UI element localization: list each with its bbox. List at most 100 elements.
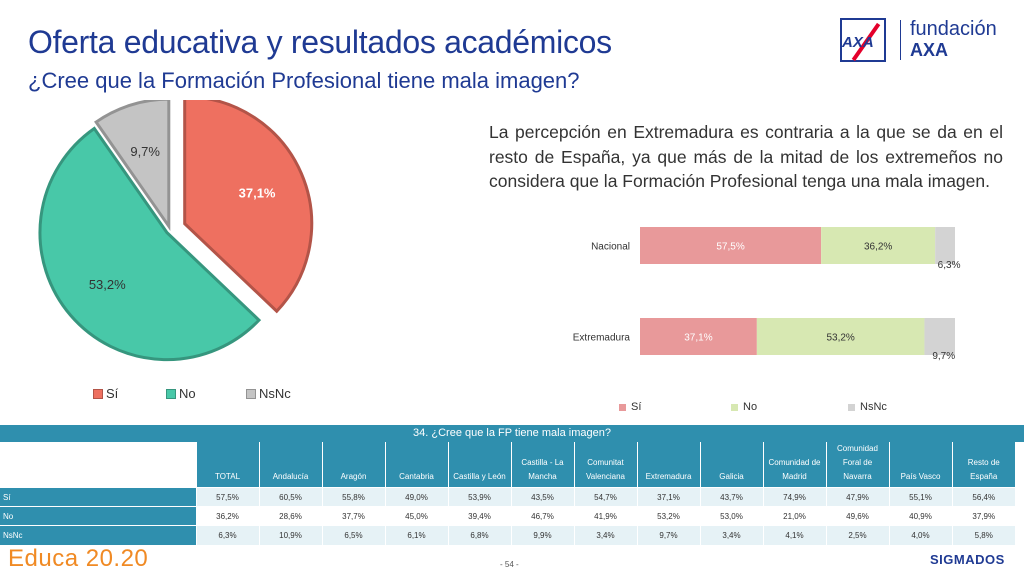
bar-legend-label: NsNc <box>860 401 887 413</box>
table-cell: 46,7% <box>510 506 574 526</box>
table-cell: 49,0% <box>384 487 448 507</box>
table-row: No 36,2% 28,6% 37,7% 45,0% 39,4% 46,7% 41,9% 53,… <box>0 506 1015 526</box>
table-cell: 60,5% <box>258 487 322 507</box>
table-cell: 45,0% <box>384 506 448 526</box>
bar-legend-item-si: Sí <box>619 401 641 413</box>
bar-legend-item-nsnc: NsNc <box>848 401 887 413</box>
table-cell: 56,4% <box>951 487 1015 507</box>
table-cell: 55,8% <box>321 487 385 507</box>
table-cell: 53,9% <box>447 487 511 507</box>
logo-divider <box>900 20 901 60</box>
pie-data-label: 53,2% <box>89 277 126 292</box>
table-column-header: Castilla y León <box>447 442 511 488</box>
table-cell: 40,9% <box>888 506 952 526</box>
table-column-header: Extremadura <box>636 442 700 488</box>
page-subtitle: ¿Cree que la Formación Profesional tiene… <box>28 68 580 93</box>
pie-legend-label: NsNc <box>259 386 291 401</box>
bar-legend-swatch <box>848 403 855 411</box>
table-cell: 3,4% <box>699 525 763 545</box>
table-row-label: No <box>0 506 196 526</box>
table-column-header: Galicia <box>699 442 763 488</box>
pie-data-label: 37,1% <box>239 186 276 201</box>
logo-name-line2: AXA <box>910 40 949 60</box>
pie-legend-swatch <box>93 388 103 399</box>
table-cell: 9,7% <box>636 525 700 545</box>
bar-legend-label: No <box>743 401 758 413</box>
sigmados-logo: SIGMADOS <box>930 552 1005 567</box>
pie-legend-swatch <box>246 388 256 399</box>
table-cell: 74,9% <box>762 487 826 507</box>
table-corner <box>0 442 196 488</box>
table-cell: 4,0% <box>888 525 952 545</box>
bar-category-label: Nacional <box>591 242 630 253</box>
bar-segment <box>756 318 925 355</box>
pie-slice-2 <box>94 100 171 231</box>
table-cell: 2,5% <box>825 525 889 545</box>
logo-name-line1: fundación <box>910 18 997 40</box>
table-column-header: Comunidad de Madrid <box>762 442 826 488</box>
table-column-header: Resto de España <box>951 442 1015 488</box>
table-cell: 9,9% <box>510 525 574 545</box>
table-row-label: NsNc <box>0 525 196 545</box>
axa-logo-box <box>840 18 886 62</box>
table-column-header: Comunidad Foral de Navarra <box>825 442 889 488</box>
table-column-header: TOTAL <box>195 442 259 488</box>
table-cell: 47,9% <box>825 487 889 507</box>
table-cell: 3,4% <box>573 525 637 545</box>
table-cell: 49,6% <box>825 506 889 526</box>
bar-segment <box>640 227 822 264</box>
bar-data-label: 36,2% <box>864 242 892 253</box>
axa-logo-text: AXA <box>842 34 874 51</box>
table-cell: 53,2% <box>636 506 700 526</box>
table-cell: 6,3% <box>195 525 259 545</box>
table-cell: 53,0% <box>699 506 763 526</box>
bar-legend-swatch <box>619 403 626 411</box>
table-title: 34. ¿Cree que la FP tiene mala imagen? <box>0 425 1024 442</box>
bar-category-label: Extremadura <box>573 333 631 344</box>
bar-data-label: 57,5% <box>716 242 744 253</box>
bar-data-label: 9,7% <box>932 351 955 362</box>
table-cell: 10,9% <box>258 525 322 545</box>
pie-data-label: 9,7% <box>130 144 160 159</box>
pie-chart: 37,1% 53,2% 9,7% <box>38 100 314 362</box>
table-cell: 6,5% <box>321 525 385 545</box>
results-table: TOTAL Andalucía Aragón Cantabria Castilla y … <box>0 442 1015 545</box>
table-cell: 54,7% <box>573 487 637 507</box>
bar-segment <box>935 227 955 264</box>
table-cell: 37,9% <box>951 506 1015 526</box>
table-row-label: Sí <box>0 487 196 507</box>
educa-logo: Educa 20.20 <box>8 545 149 572</box>
table-cell: 41,9% <box>573 506 637 526</box>
page-number: - 54 - <box>500 560 519 569</box>
table-cell: 43,7% <box>699 487 763 507</box>
pie-legend-item-nsnc: NsNc <box>246 386 291 401</box>
pie-slice-0 <box>183 100 314 314</box>
bar-segment <box>640 318 757 355</box>
table-column-header: Aragón <box>321 442 385 488</box>
table-cell: 37,7% <box>321 506 385 526</box>
stacked-bar-chart: Nacional 57,5% 36,2% 6,3% Extremadura 37,1% 53… <box>573 227 961 362</box>
table-cell: 4,1% <box>762 525 826 545</box>
fundacion-axa-logo: AXA fundación AXA <box>838 16 1018 64</box>
table-cell: 57,5% <box>195 487 259 507</box>
bar-legend-item-no: No <box>731 401 757 413</box>
table-cell: 55,1% <box>888 487 952 507</box>
table-column-header: Cantabria <box>384 442 448 488</box>
bar-legend-swatch <box>731 403 738 411</box>
bar-segment <box>924 318 955 355</box>
table-row: Sí 57,5% 60,5% 55,8% 49,0% 53,9% 43,5% 54,7% 37,… <box>0 487 1015 507</box>
table-column-header: Andalucía <box>258 442 322 488</box>
pie-slice-1 <box>38 126 262 362</box>
table-cell: 36,2% <box>195 506 259 526</box>
page-title: Oferta educativa y resultados académicos <box>28 24 612 60</box>
table-cell: 6,8% <box>447 525 511 545</box>
pie-legend-label: No <box>179 386 196 401</box>
table-column-header: País Vasco <box>888 442 952 488</box>
table-cell: 39,4% <box>447 506 511 526</box>
table-cell: 28,6% <box>258 506 322 526</box>
bar-legend-label: Sí <box>631 401 642 413</box>
pie-legend-item-si: Sí <box>93 386 118 401</box>
bar-data-label: 37,1% <box>684 333 712 344</box>
pie-legend-swatch <box>166 388 176 399</box>
table-cell: 6,1% <box>384 525 448 545</box>
